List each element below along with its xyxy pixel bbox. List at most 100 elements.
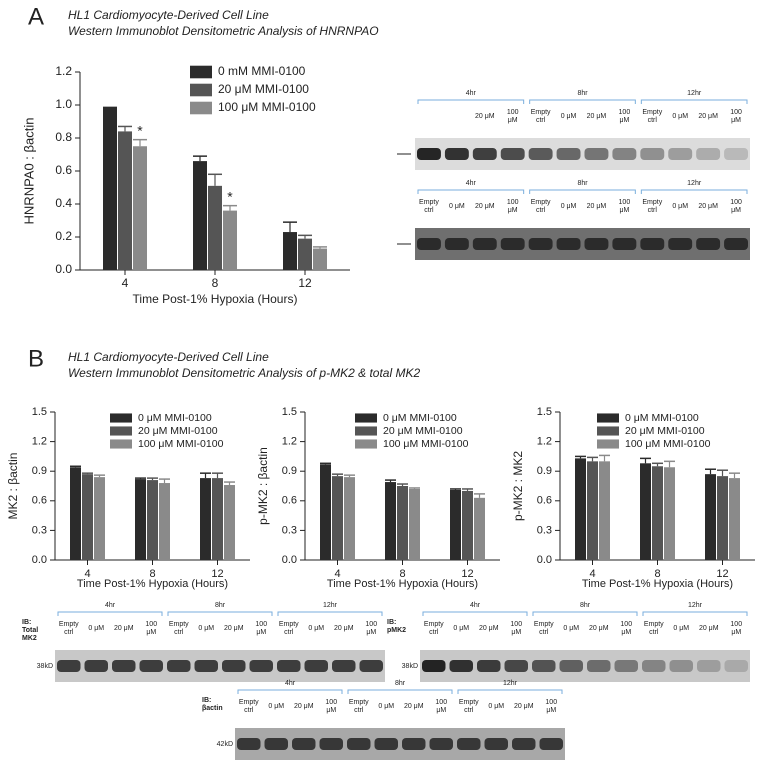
blot-band <box>556 238 581 250</box>
lane-label: μM <box>619 207 629 214</box>
lane-label: ctrl <box>536 117 546 124</box>
lane-label: ctrl <box>429 629 439 636</box>
bracket <box>57 611 163 616</box>
lane-label: ctrl <box>354 707 364 714</box>
ib-label: IB: <box>202 697 211 704</box>
legend-label: 100 μM MMI-0100 <box>218 100 316 114</box>
legend-swatch <box>190 65 212 79</box>
lane-label: 0 μM <box>268 703 284 710</box>
panel-subtitle: Western Immunoblot Densitometric Analysi… <box>68 24 379 38</box>
legend-swatch <box>597 413 619 423</box>
bar <box>664 467 675 560</box>
lane-label: ctrl <box>539 629 549 636</box>
time-label: 8hr <box>577 180 588 187</box>
blot-band <box>332 660 356 672</box>
lane-label: 100 <box>545 699 557 706</box>
blot-band <box>587 660 611 672</box>
blot-band <box>484 738 508 750</box>
y-tick-label: 0.6 <box>537 495 552 507</box>
blot-strip <box>415 138 750 170</box>
x-tick-label: 8 <box>149 568 155 580</box>
x-tick-label: 8 <box>654 568 660 580</box>
time-label: 4hr <box>466 180 477 187</box>
y-tick-label: 0.9 <box>537 465 552 477</box>
lane-label: 0 μM <box>561 203 577 210</box>
blot-band <box>249 660 273 672</box>
lane-label: 100 <box>510 621 522 628</box>
y-tick-label: 0.6 <box>55 163 72 177</box>
y-tick-label: 1.5 <box>282 406 297 418</box>
blot-band <box>429 738 453 750</box>
bar <box>587 461 598 560</box>
legend-swatch <box>597 426 619 436</box>
time-label: 8hr <box>395 680 406 687</box>
blot-band <box>528 148 553 160</box>
bar <box>283 232 297 270</box>
blot-strip <box>235 728 565 760</box>
blot-band <box>640 148 665 160</box>
blot-band <box>292 738 316 750</box>
bracket <box>532 611 638 616</box>
lane-label: 20 μM <box>114 625 134 632</box>
size-marker: 42kD <box>217 741 233 748</box>
blot-band <box>504 660 528 672</box>
bar <box>474 497 485 560</box>
bracket <box>167 611 273 616</box>
legend-swatch <box>355 426 377 436</box>
legend-label: 20 μM MMI-0100 <box>218 82 309 96</box>
blot-band <box>668 238 693 250</box>
lane-label: 0 μM <box>453 625 469 632</box>
bar <box>118 131 132 270</box>
lane-label: 0 μM <box>561 113 577 120</box>
lane-label: μM <box>366 629 376 636</box>
lane-label: Empty <box>419 199 439 206</box>
time-label: 12hr <box>503 680 518 687</box>
time-label: 12hr <box>323 602 338 609</box>
blot-band <box>57 660 81 672</box>
lane-label: 20 μM <box>479 625 499 632</box>
bar <box>705 474 716 560</box>
bar <box>147 480 158 560</box>
lane-label: Empty <box>642 109 662 116</box>
blot-band <box>347 738 371 750</box>
bar <box>397 486 408 560</box>
lane-label: 20 μM <box>587 113 607 120</box>
x-tick-label: 4 <box>589 568 595 580</box>
lane-label: Empty <box>59 621 79 628</box>
y-tick-label: 1.2 <box>282 436 297 448</box>
bar <box>729 478 740 560</box>
legend-label: 100 μM MMI-0100 <box>625 438 711 450</box>
annotation: * <box>227 188 233 204</box>
bar <box>208 185 222 270</box>
blot-band <box>724 660 748 672</box>
lane-label: μM <box>508 117 518 124</box>
legend-label: 0 μM MMI-0100 <box>138 412 212 424</box>
blot-band <box>304 660 328 672</box>
lane-label: 20 μM <box>475 203 495 210</box>
bar <box>462 490 473 560</box>
lane-label: μM <box>546 707 556 714</box>
bar <box>409 488 420 560</box>
blot-band <box>222 660 246 672</box>
y-tick-label: 1.0 <box>55 97 72 111</box>
bar <box>640 463 651 560</box>
blot-band <box>669 660 693 672</box>
lane-label: 100 <box>730 109 742 116</box>
lane-label: 100 <box>730 621 742 628</box>
bar <box>223 210 237 270</box>
x-axis-label: Time Post-1% Hypoxia (Hours) <box>133 292 298 306</box>
bar <box>320 464 331 560</box>
y-tick-label: 1.2 <box>55 64 72 78</box>
blot-band <box>472 238 497 250</box>
y-axis-label: HNRNPA0 : βactin <box>21 118 36 225</box>
bracket <box>640 189 748 194</box>
lane-label: ctrl <box>648 207 658 214</box>
lane-label: 0 μM <box>563 625 579 632</box>
lane-label: 100 <box>145 621 157 628</box>
lane-label: ctrl <box>284 629 294 636</box>
x-tick-label: 8 <box>399 568 405 580</box>
lane-label: 0 μM <box>308 625 324 632</box>
blot-band <box>477 660 501 672</box>
bar <box>70 467 81 560</box>
